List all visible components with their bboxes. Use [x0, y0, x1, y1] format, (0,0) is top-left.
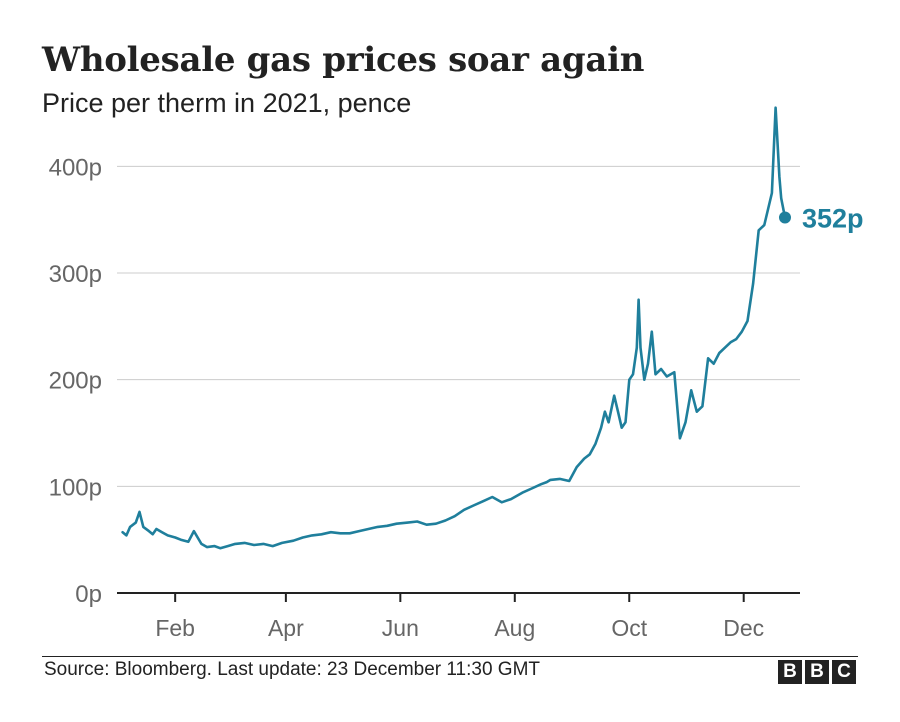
x-tick-label: Oct	[611, 615, 647, 641]
y-tick-label: 100p	[49, 474, 102, 501]
x-tick-label: Jun	[382, 615, 419, 641]
x-tick-label: Feb	[155, 615, 195, 641]
source-note: Source: Bloomberg. Last update: 23 Decem…	[44, 659, 541, 680]
y-tick-label: 400p	[49, 154, 102, 181]
x-axis-labels: Feb Apr Jun Aug Oct Dec	[155, 615, 764, 641]
end-point-marker	[778, 211, 791, 224]
x-tick-label: Aug	[494, 615, 535, 641]
y-tick-label: 0p	[75, 581, 102, 608]
chart-title: Wholesale gas prices soar again	[42, 40, 645, 80]
bbc-logo-letter: B	[778, 660, 802, 684]
end-value-label: 352p	[802, 204, 864, 234]
gridlines	[117, 165, 800, 487]
x-tick-label: Dec	[723, 615, 764, 641]
x-axis-ticks	[174, 593, 745, 602]
bbc-logo-letter: C	[832, 660, 856, 684]
bbc-logo-letter: B	[805, 660, 829, 684]
y-tick-label: 200p	[49, 368, 102, 395]
bbc-logo: B B C	[778, 660, 856, 684]
x-tick-label: Apr	[268, 615, 304, 641]
footer-divider	[42, 656, 858, 657]
y-axis-labels: 0p 100p 200p 300p 400p	[49, 154, 102, 608]
line-chart: 0p 100p 200p 300p 400p Feb Apr Jun Aug Oct Dec 35…	[49, 106, 864, 641]
chart-subtitle: Price per therm in 2021, pence	[42, 88, 412, 118]
series-line-gas-price	[121, 106, 787, 550]
y-tick-label: 300p	[49, 261, 102, 288]
